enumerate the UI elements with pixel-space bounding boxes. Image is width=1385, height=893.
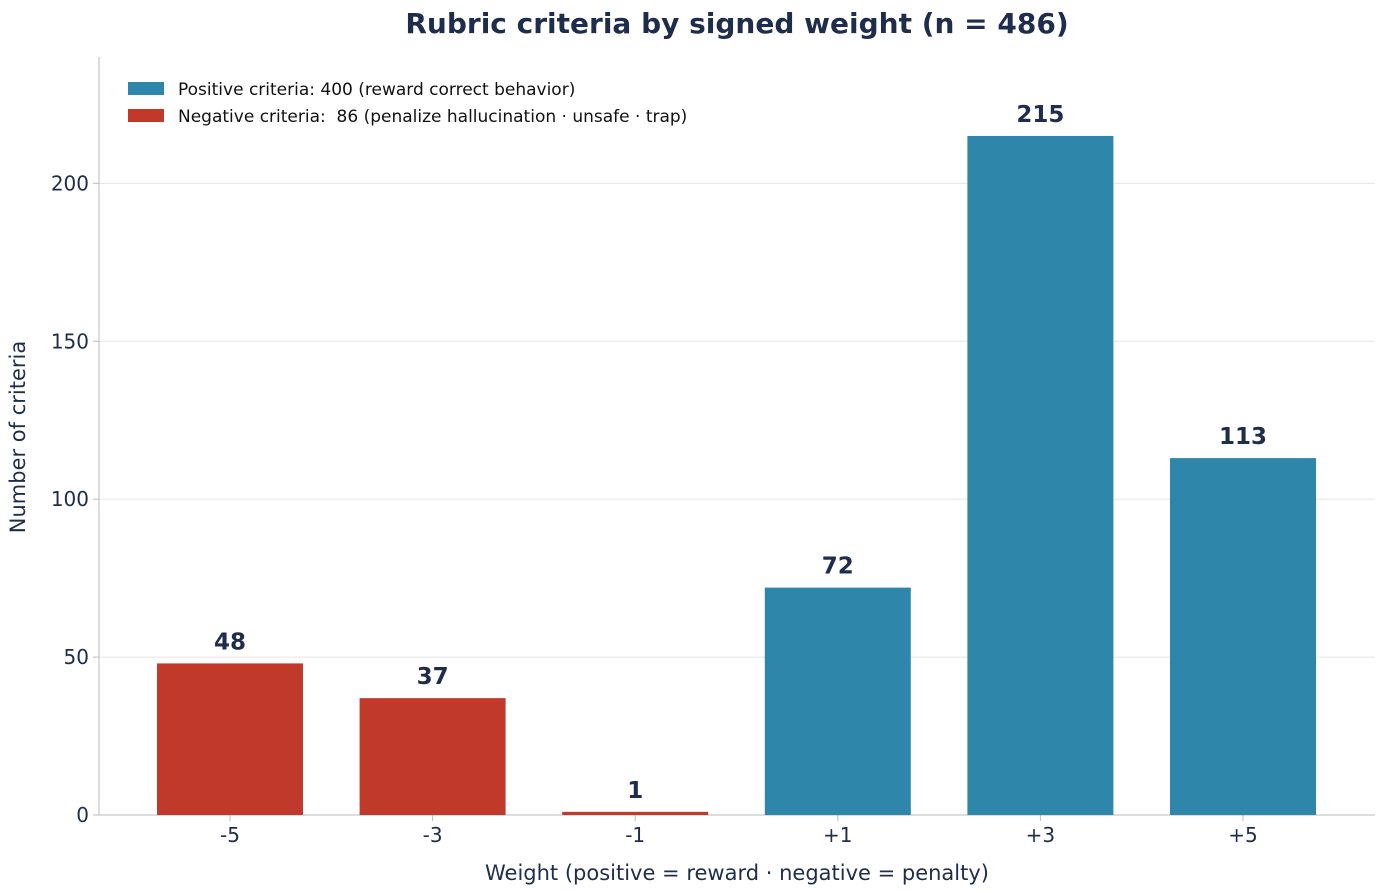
y-tick-label: 0 bbox=[76, 803, 89, 827]
bar-value-label: 48 bbox=[214, 629, 246, 655]
legend: Positive criteria: 400 (reward correct b… bbox=[128, 80, 687, 127]
y-tick-label: 150 bbox=[51, 329, 89, 353]
x-tick-label: -5 bbox=[220, 823, 240, 847]
bar-value-label: 113 bbox=[1219, 424, 1267, 450]
x-tick-label: +1 bbox=[823, 823, 852, 847]
x-axis-label: Weight (positive = reward · negative = p… bbox=[485, 861, 989, 885]
bar-value-label: 215 bbox=[1016, 102, 1064, 128]
x-ticks: -5 -3 -1 +1 +3 +5 bbox=[220, 815, 1258, 847]
y-axis-label: Number of criteria bbox=[6, 341, 30, 533]
y-tick-label: 50 bbox=[64, 645, 89, 669]
y-ticks: 0 50 100 150 200 bbox=[51, 171, 99, 827]
x-tick-label: -1 bbox=[625, 823, 645, 847]
bar-value-label: 37 bbox=[417, 664, 449, 690]
bar-value-label: 72 bbox=[822, 554, 854, 580]
bar-value-labels: 48 37 1 72 215 113 bbox=[214, 102, 1267, 804]
legend-swatch-negative bbox=[128, 109, 164, 122]
bar-positive bbox=[1170, 458, 1316, 815]
x-tick-label: +5 bbox=[1228, 823, 1257, 847]
bar-negative bbox=[359, 698, 506, 815]
legend-label-negative: Negative criteria: 86 (penalize hallucin… bbox=[178, 107, 687, 127]
x-tick-label: +3 bbox=[1026, 823, 1055, 847]
bar-negative bbox=[562, 811, 709, 815]
bar-negative bbox=[157, 663, 303, 815]
bar-value-label: 1 bbox=[627, 778, 643, 804]
y-tick-label: 200 bbox=[51, 171, 89, 195]
bars bbox=[157, 135, 1316, 816]
x-tick-label: -3 bbox=[423, 823, 443, 847]
legend-label-positive: Positive criteria: 400 (reward correct b… bbox=[178, 80, 575, 100]
legend-swatch-positive bbox=[128, 82, 164, 95]
gridlines bbox=[99, 182, 1375, 658]
chart-title: Rubric criteria by signed weight (n = 48… bbox=[405, 7, 1068, 40]
y-tick-label: 100 bbox=[51, 487, 89, 511]
bar-positive bbox=[967, 135, 1114, 816]
bar-positive bbox=[764, 587, 911, 815]
